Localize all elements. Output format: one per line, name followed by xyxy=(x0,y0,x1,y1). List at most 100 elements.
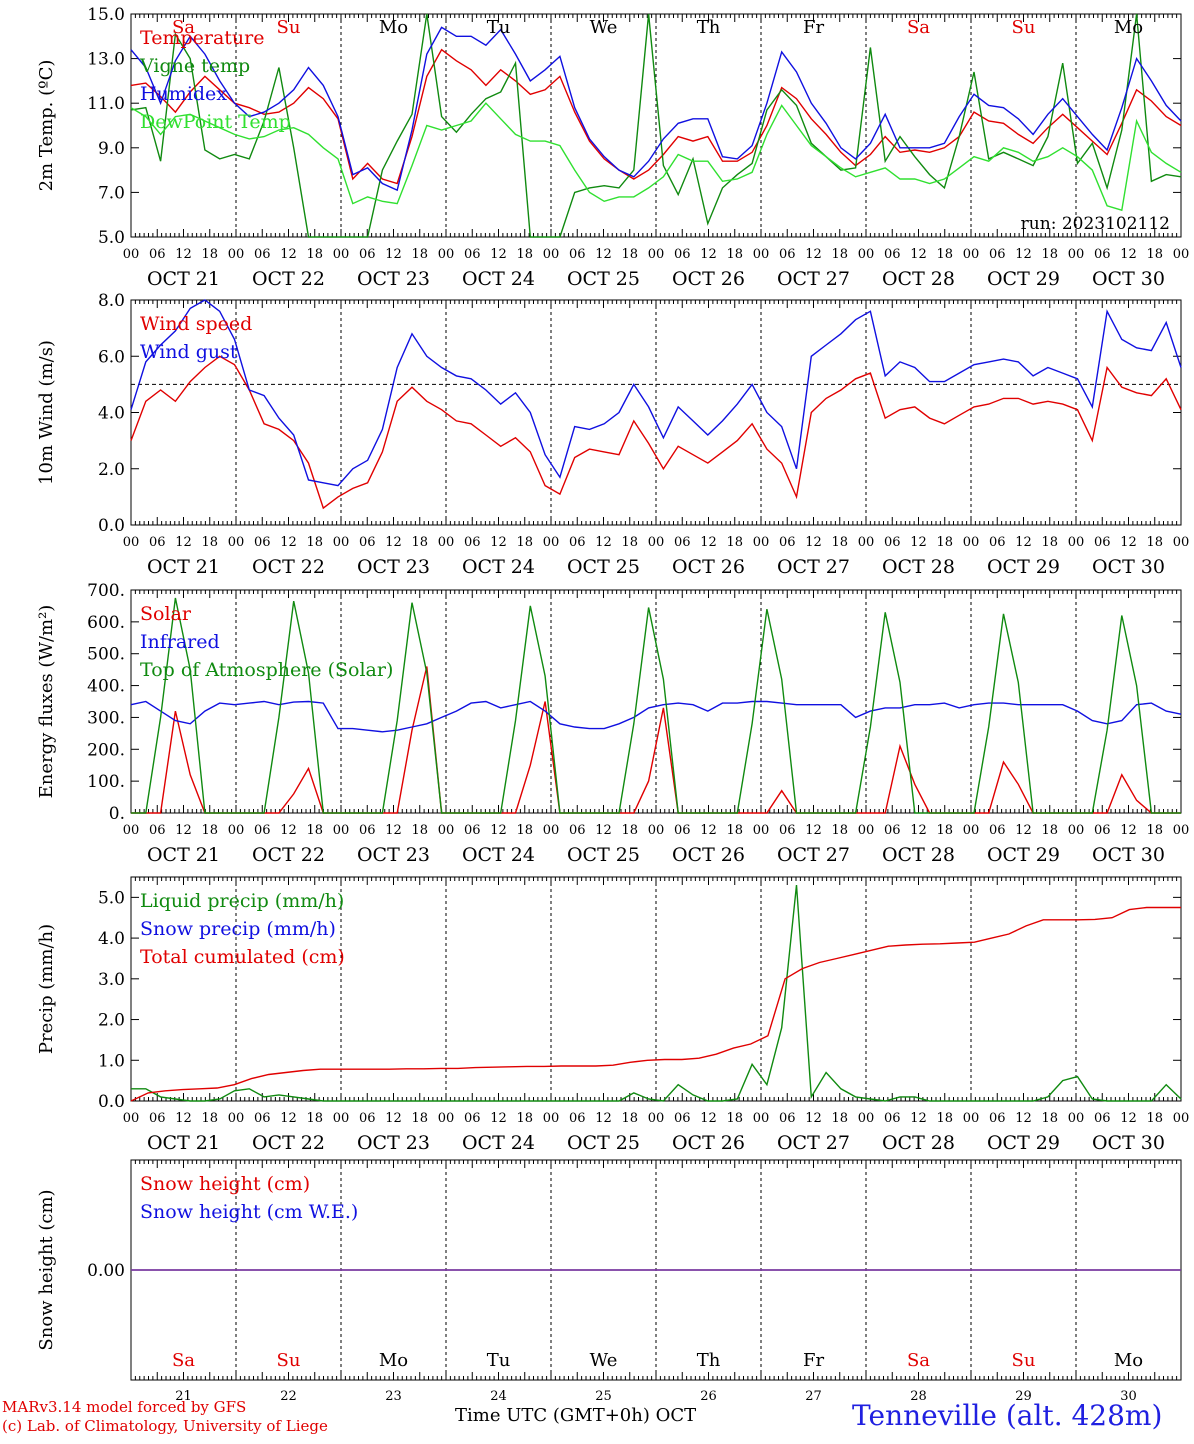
hour-label: 12 xyxy=(1015,247,1032,262)
hour-label: 06 xyxy=(674,823,691,838)
hour-label: 12 xyxy=(910,535,927,550)
time-axis-label: Time UTC (GMT+0h) OCT xyxy=(455,1405,697,1426)
hour-label: 12 xyxy=(280,1111,297,1126)
hour-label: 06 xyxy=(674,247,691,262)
y-tick-label: 400. xyxy=(87,677,125,697)
hour-label: 18 xyxy=(726,823,743,838)
series-line xyxy=(130,13,1182,238)
run-label: run: 2023102112 xyxy=(1021,214,1170,234)
day-number: 21 xyxy=(175,1389,192,1404)
hour-label: 18 xyxy=(936,535,953,550)
hour-label: 18 xyxy=(516,535,533,550)
day-number: 30 xyxy=(1120,1389,1137,1404)
hour-label: 06 xyxy=(569,1111,586,1126)
day-label: OCT 29 xyxy=(987,556,1060,578)
hour-label: 06 xyxy=(149,1111,166,1126)
hour-label: 00 xyxy=(228,1111,245,1126)
hour-label: 18 xyxy=(516,1111,533,1126)
hour-label: 06 xyxy=(254,823,271,838)
hour-label: 18 xyxy=(726,1111,743,1126)
hour-label: 06 xyxy=(884,1111,901,1126)
legend-entry: Wind gust xyxy=(140,341,238,363)
hour-label: 06 xyxy=(254,247,271,262)
hour-label: 18 xyxy=(306,823,323,838)
hour-label: 18 xyxy=(621,823,638,838)
weekday-label: Fr xyxy=(803,1350,824,1371)
hour-label: 06 xyxy=(359,247,376,262)
hour-label: 06 xyxy=(1094,535,1111,550)
y-tick-label: 0.00 xyxy=(87,1261,125,1281)
hour-label: 12 xyxy=(805,535,822,550)
hour-label: 12 xyxy=(805,1111,822,1126)
day-label: OCT 22 xyxy=(252,844,325,866)
day-label: OCT 29 xyxy=(987,844,1060,866)
legend-entry: Liquid precip (mm/h) xyxy=(140,890,344,912)
y-tick-label: 13.0 xyxy=(87,50,125,70)
legend-entry: Wind speed xyxy=(140,313,252,335)
hour-label: 00 xyxy=(228,823,245,838)
hour-label: 12 xyxy=(1120,247,1137,262)
day-label: OCT 28 xyxy=(882,1132,955,1154)
hour-label: 06 xyxy=(779,1111,796,1126)
y-tick-label: 600. xyxy=(87,613,125,633)
day-number: 29 xyxy=(1015,1389,1032,1404)
hour-label: 00 xyxy=(1173,1111,1190,1126)
station-name: Tenneville (alt. 428m) xyxy=(852,1399,1163,1432)
hour-label: 12 xyxy=(700,247,717,262)
hour-label: 06 xyxy=(359,535,376,550)
day-label: OCT 27 xyxy=(777,1132,850,1154)
hour-label: 12 xyxy=(280,823,297,838)
hour-label: 06 xyxy=(569,247,586,262)
hour-label: 06 xyxy=(1094,1111,1111,1126)
hour-label: 18 xyxy=(726,535,743,550)
hour-label: 18 xyxy=(831,1111,848,1126)
day-label: OCT 21 xyxy=(147,844,220,866)
hour-label: 00 xyxy=(753,1111,770,1126)
hour-label: 18 xyxy=(621,535,638,550)
hour-label: 12 xyxy=(1015,535,1032,550)
hour-label: 00 xyxy=(963,1111,980,1126)
day-label: OCT 24 xyxy=(462,268,535,290)
hour-label: 00 xyxy=(438,247,455,262)
hour-label: 12 xyxy=(910,247,927,262)
hour-label: 12 xyxy=(490,247,507,262)
y-axis-label: Precip (mm/h) xyxy=(36,924,57,1054)
day-number: 23 xyxy=(385,1389,402,1404)
hour-label: 06 xyxy=(884,823,901,838)
hour-label: 06 xyxy=(149,247,166,262)
hour-label: 06 xyxy=(779,535,796,550)
weekday-label: Su xyxy=(1012,1350,1036,1371)
hour-label: 00 xyxy=(123,1111,140,1126)
hour-label: 18 xyxy=(621,247,638,262)
legend-entry: Snow height (cm W.E.) xyxy=(140,1201,358,1223)
hour-label: 18 xyxy=(1041,823,1058,838)
model-label: MARv3.14 model forced by GFS xyxy=(2,1398,247,1416)
panel-3: 0. 100. 200. 300. 400. 500. 600. 700. Energy flu… xyxy=(36,581,1189,866)
hour-label: 12 xyxy=(1015,1111,1032,1126)
hour-label: 18 xyxy=(936,247,953,262)
panel-frame xyxy=(130,589,1182,814)
hour-label: 12 xyxy=(805,823,822,838)
hour-label: 12 xyxy=(490,823,507,838)
legend-entry: Infrared xyxy=(140,631,220,653)
hour-label: 00 xyxy=(543,535,560,550)
day-label: OCT 26 xyxy=(672,1132,745,1154)
hour-label: 18 xyxy=(516,823,533,838)
day-label: OCT 26 xyxy=(672,844,745,866)
hour-label: 00 xyxy=(543,823,560,838)
hour-label: 06 xyxy=(464,535,481,550)
hour-label: 12 xyxy=(1015,823,1032,838)
hour-label: 00 xyxy=(438,823,455,838)
y-tick-label: 700. xyxy=(87,581,125,601)
legend-entry: Snow height (cm) xyxy=(140,1173,310,1195)
legend-entry: Humidex xyxy=(140,83,227,105)
day-label: OCT 25 xyxy=(567,556,640,578)
hour-label: 00 xyxy=(753,535,770,550)
hour-label: 00 xyxy=(858,535,875,550)
series-line xyxy=(130,355,1182,510)
hour-label: 18 xyxy=(201,247,218,262)
hour-label: 00 xyxy=(963,247,980,262)
weekday-label: We xyxy=(590,1350,618,1371)
day-label: OCT 22 xyxy=(252,268,325,290)
